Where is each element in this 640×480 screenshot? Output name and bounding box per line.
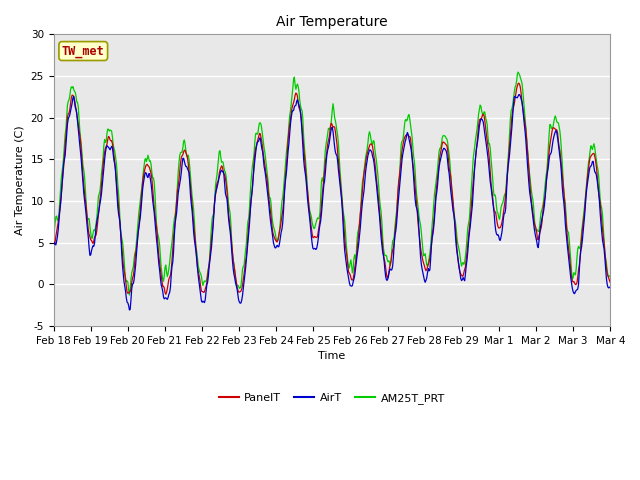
Legend: PanelT, AirT, AM25T_PRT: PanelT, AirT, AM25T_PRT <box>214 388 450 408</box>
Y-axis label: Air Temperature (C): Air Temperature (C) <box>15 125 25 235</box>
X-axis label: Time: Time <box>318 351 346 361</box>
Text: TW_met: TW_met <box>62 45 104 58</box>
Title: Air Temperature: Air Temperature <box>276 15 388 29</box>
